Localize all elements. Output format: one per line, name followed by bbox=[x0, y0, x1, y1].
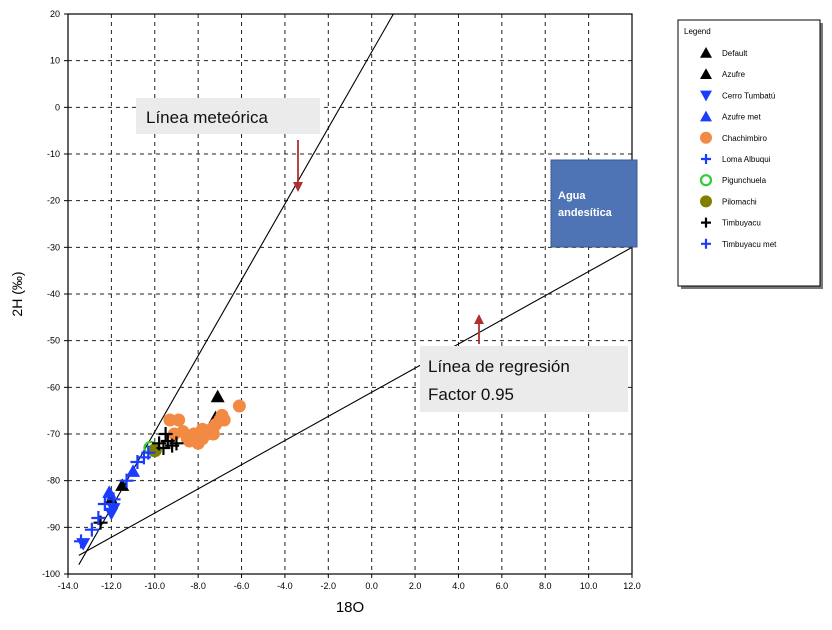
data-point-timbuyacu bbox=[158, 427, 173, 441]
data-point-loma-albuqui bbox=[97, 497, 112, 511]
legend-box bbox=[677, 19, 821, 287]
legend-marker-pilomachi bbox=[700, 195, 712, 208]
regression-label: Línea de regresión bbox=[428, 357, 570, 376]
data-point-timbuyacu-met bbox=[84, 522, 99, 537]
legend-layer: Legend Default Azufre Cerro Tumbatú Azufre m… bbox=[677, 19, 823, 289]
x-tick-label: 2.0 bbox=[409, 581, 422, 591]
y-tick-label: -100 bbox=[42, 569, 60, 579]
legend-marker-azufre-met bbox=[700, 110, 712, 122]
data-point-timbuyacu bbox=[156, 441, 171, 455]
regression-arrowhead bbox=[474, 314, 484, 324]
x-tick-label: 4.0 bbox=[452, 581, 465, 591]
legend-label-pilomachi: Pilomachi bbox=[722, 197, 757, 206]
data-point-timbuyacu-met bbox=[141, 445, 156, 460]
legend-label-cerro-tumbat-: Cerro Tumbatú bbox=[722, 91, 775, 100]
legend-marker-default bbox=[700, 47, 712, 58]
y-tick-label: -40 bbox=[47, 289, 60, 299]
data-point-azufre bbox=[115, 478, 130, 491]
meteoric-label: Línea meteórica bbox=[146, 108, 268, 127]
regression-label-box bbox=[420, 346, 628, 412]
y-axis-label: 2H (‰) bbox=[9, 271, 25, 316]
data-point-loma-albuqui bbox=[106, 492, 121, 507]
data-point-azufre-met bbox=[126, 464, 141, 477]
y-tick-label: -80 bbox=[47, 476, 60, 486]
meteoric-arrowhead bbox=[293, 182, 303, 192]
legend-label-default: Default bbox=[722, 49, 748, 58]
data-point-chachimbiro bbox=[215, 408, 229, 422]
data-point-chachimbiro bbox=[172, 413, 186, 427]
andesitic-label-line2: andesítica bbox=[558, 207, 613, 219]
y-tick-label: -60 bbox=[47, 382, 60, 392]
data-point-timbuyacu-met bbox=[119, 473, 134, 488]
x-axis-label: 18O bbox=[336, 599, 364, 616]
legend-label-timbuyacu-met: Timbuyacu met bbox=[722, 240, 777, 249]
meteoric-label-box bbox=[136, 98, 320, 134]
legend-marker-timbuyacu-met bbox=[701, 238, 711, 249]
data-point-timbuyacu-met bbox=[91, 511, 106, 525]
x-tick-label: -2.0 bbox=[321, 581, 337, 591]
x-tick-label: 6.0 bbox=[496, 581, 509, 591]
andesitic-water-box bbox=[550, 159, 638, 248]
legend-label-azufre-met: Azufre met bbox=[722, 113, 761, 122]
x-tick-label: -8.0 bbox=[190, 581, 206, 591]
x-tick-label: 10.0 bbox=[580, 581, 598, 591]
legend-title: Legend bbox=[684, 27, 711, 36]
data-point-chachimbiro bbox=[232, 399, 246, 413]
y-tick-label: -50 bbox=[47, 336, 60, 346]
data-point-cerro-tumbat- bbox=[106, 503, 121, 516]
x-tick-label: -6.0 bbox=[234, 581, 250, 591]
legend-marker-pigunchuela bbox=[699, 174, 713, 187]
legend-label-pigunchuela: Pigunchuela bbox=[722, 176, 767, 185]
data-point-timbuyacu-met bbox=[74, 534, 89, 549]
legend-marker-chachimbiro bbox=[700, 131, 712, 144]
y-tick-label: -90 bbox=[47, 522, 60, 532]
data-point-timbuyacu bbox=[169, 436, 184, 451]
regression-line bbox=[78, 246, 632, 556]
legend-label-azufre: Azufre bbox=[722, 70, 746, 79]
data-point-chachimbiro bbox=[195, 422, 209, 436]
data-point-default bbox=[210, 389, 225, 403]
y-tick-label: 10 bbox=[50, 56, 60, 66]
x-tick-label: 12.0 bbox=[623, 581, 641, 591]
x-tick-label: 8.0 bbox=[539, 581, 552, 591]
legend-label-chachimbiro: Chachimbiro bbox=[722, 134, 767, 143]
regression-factor-label: Factor 0.95 bbox=[428, 385, 514, 404]
y-tick-label: -70 bbox=[47, 429, 60, 439]
data-point-chachimbiro bbox=[206, 427, 220, 441]
points-layer bbox=[74, 389, 246, 551]
legend-marker-cerro-tumbat- bbox=[700, 90, 712, 102]
data-point-chachimbiro bbox=[182, 434, 196, 448]
legend-marker-timbuyacu bbox=[701, 217, 711, 228]
axes-layer: -14.0 -12.0 -10.0 -8.0 -6.0 -4.0 -2.0 0.0 2.0 4.0… bbox=[9, 9, 641, 616]
x-tick-label: -4.0 bbox=[277, 581, 293, 591]
y-tick-label: 20 bbox=[50, 9, 60, 19]
y-tick-label: 0 bbox=[55, 102, 60, 112]
legend-label-loma-albuqui: Loma Albuqui bbox=[722, 155, 771, 164]
x-tick-label: -12.0 bbox=[101, 581, 122, 591]
x-tick-label: -14.0 bbox=[58, 581, 79, 591]
andesitic-label-line1: Agua bbox=[558, 190, 586, 202]
y-tick-label: -30 bbox=[47, 242, 60, 252]
y-tick-label: -10 bbox=[47, 149, 60, 159]
legend-marker-loma-albuqui bbox=[701, 154, 711, 164]
x-tick-label: 0.0 bbox=[365, 581, 378, 591]
x-tick-label: -10.0 bbox=[145, 581, 166, 591]
y-tick-label: -20 bbox=[47, 196, 60, 206]
legend-marker-azufre bbox=[700, 68, 712, 79]
legend-label-timbuyacu: Timbuyacu bbox=[722, 219, 761, 228]
annotation-layer: Línea meteórica Línea de regresión Factor … bbox=[136, 98, 638, 412]
